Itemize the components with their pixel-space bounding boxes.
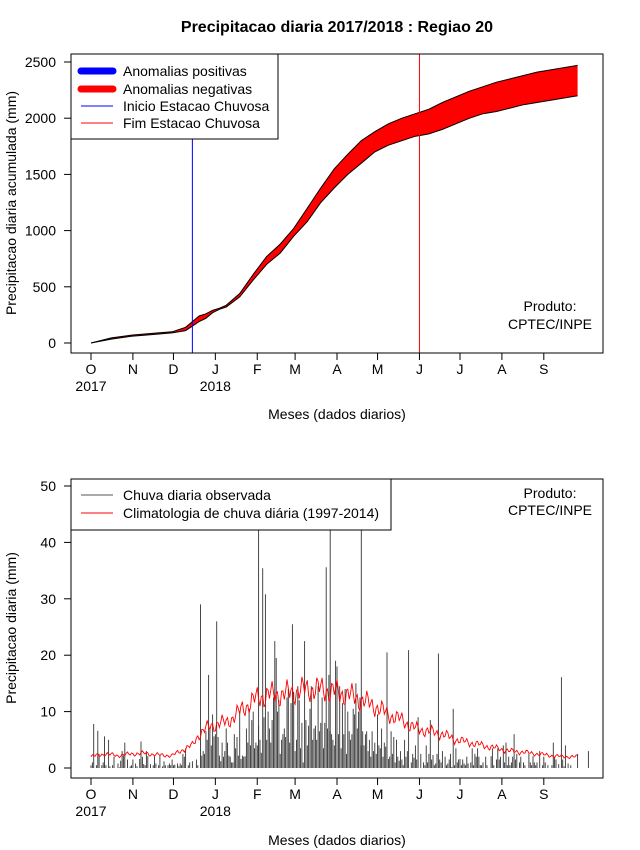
x-year-label: 2017 xyxy=(75,378,106,394)
climatology-daily-line xyxy=(90,676,578,760)
climatology-accumulated-line xyxy=(90,64,578,344)
y-tick-label: 2500 xyxy=(25,54,56,70)
daily-precipitation-chart: Meses (dados diarios) Precipitacao diari… xyxy=(3,478,604,848)
x-year-label: 2018 xyxy=(200,803,231,819)
observed-accumulated-line xyxy=(90,95,578,344)
y-tick-label: 1500 xyxy=(25,166,56,182)
legend: Chuva diaria observada Climatologia de c… xyxy=(70,478,392,531)
plot-frame xyxy=(70,53,604,354)
legend-label-climatology: Climatologia de chuva diária (1997-2014) xyxy=(123,505,379,521)
legend-label-season-end: Fim Estacao Chuvosa xyxy=(123,115,260,131)
x-tick-label: O xyxy=(86,786,97,802)
x-tick-label: D xyxy=(168,361,178,377)
x-tick-label: O xyxy=(86,361,97,377)
legend-box xyxy=(70,478,392,531)
x-tick-label: J xyxy=(212,361,219,377)
accumulated-precipitation-chart: Precipitacao diaria 2017/2018 : Regiao 2… xyxy=(3,19,604,422)
x-tick-label: J xyxy=(457,361,464,377)
y-tick-label: 0 xyxy=(48,760,56,776)
legend-label-observed: Chuva diaria observada xyxy=(123,487,271,503)
x-tick-label: N xyxy=(128,361,138,377)
x-tick-label: J xyxy=(416,786,423,802)
product-label: Produto: xyxy=(524,485,577,501)
y-tick-label: 20 xyxy=(40,647,56,663)
x-tick-label: A xyxy=(332,361,342,377)
product-source: CPTEC/INPE xyxy=(508,502,592,518)
legend-label-negative: Anomalias negativas xyxy=(123,81,252,97)
x-axis: O N D J F M A M J J A S 2017 2018 xyxy=(75,777,548,819)
y-axis: 0 10 20 30 40 50 xyxy=(40,478,72,776)
x-tick-label: A xyxy=(497,786,507,802)
x-tick-label: M xyxy=(372,361,384,377)
legend: Anomalias positivas Anomalias negativas … xyxy=(70,53,279,140)
chart-title: Precipitacao diaria 2017/2018 : Regiao 2… xyxy=(181,19,493,36)
y-tick-label: 1000 xyxy=(25,223,56,239)
negative-anomaly-area xyxy=(93,65,578,343)
y-tick-label: 500 xyxy=(33,279,57,295)
x-axis-label: Meses (dados diarios) xyxy=(268,832,406,848)
product-label: Produto: xyxy=(524,298,577,314)
x-tick-label: F xyxy=(253,786,262,802)
y-tick-label: 0 xyxy=(48,335,56,351)
x-tick-label: N xyxy=(128,786,138,802)
y-tick-label: 30 xyxy=(40,591,56,607)
x-tick-label: F xyxy=(253,361,262,377)
x-tick-label: S xyxy=(539,361,548,377)
x-tick-label: A xyxy=(497,361,507,377)
x-axis: O N D J F M A M J J A S 2017 2018 xyxy=(75,352,548,394)
legend-label-positive: Anomalias positivas xyxy=(123,63,247,79)
x-tick-label: J xyxy=(416,361,423,377)
y-tick-label: 10 xyxy=(40,704,56,720)
x-year-label: 2018 xyxy=(200,378,231,394)
y-axis-label: Precipitacao diaria acumulada (mm) xyxy=(3,91,19,315)
x-tick-label: M xyxy=(289,361,301,377)
y-tick-label: 50 xyxy=(40,478,56,494)
x-tick-label: M xyxy=(289,786,301,802)
x-tick-label: M xyxy=(372,786,384,802)
y-tick-label: 2000 xyxy=(25,110,56,126)
y-axis: 0 500 1000 1500 2000 2500 xyxy=(25,54,72,351)
plot-area xyxy=(90,479,589,768)
x-year-label: 2017 xyxy=(75,803,106,819)
y-tick-label: 40 xyxy=(40,534,56,550)
x-tick-label: D xyxy=(168,786,178,802)
x-tick-label: J xyxy=(212,786,219,802)
y-axis-label: Precipitacao diaria (mm) xyxy=(3,552,19,704)
product-source: CPTEC/INPE xyxy=(508,316,592,332)
x-tick-label: J xyxy=(457,786,464,802)
x-tick-label: S xyxy=(539,786,548,802)
x-axis-label: Meses (dados diarios) xyxy=(268,406,406,422)
x-tick-label: A xyxy=(332,786,342,802)
legend-label-season-start: Inicio Estacao Chuvosa xyxy=(123,98,270,114)
